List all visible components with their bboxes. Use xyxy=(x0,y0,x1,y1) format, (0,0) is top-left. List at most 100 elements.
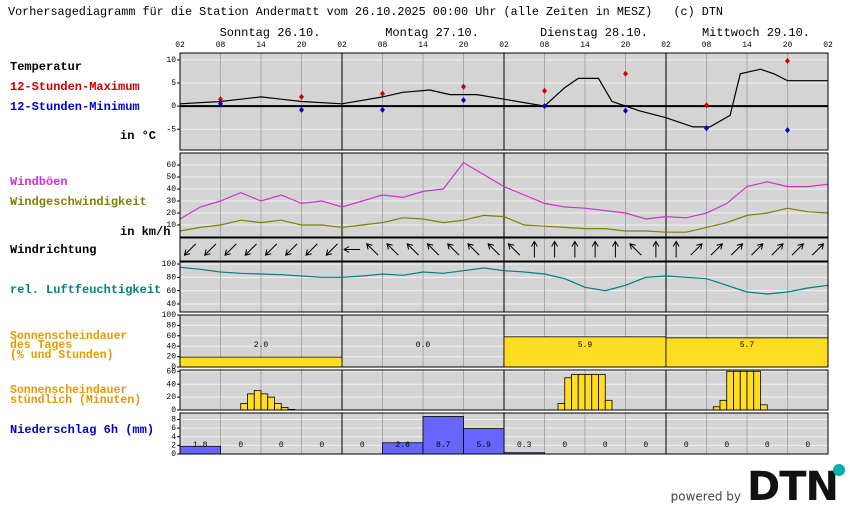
wind-arrow xyxy=(244,243,257,256)
bar xyxy=(760,404,768,411)
x-tick-label: 02 xyxy=(175,41,185,50)
bar xyxy=(557,403,566,411)
unit-label: in °C xyxy=(120,129,156,143)
value-label: 5.9 xyxy=(477,441,492,450)
wind-arrow xyxy=(343,246,361,253)
value-label: 0 xyxy=(562,441,567,450)
x-tick-label: 08 xyxy=(540,41,550,50)
x-tick-label: 08 xyxy=(702,41,712,50)
x-tick-label: 02 xyxy=(661,41,671,50)
marker xyxy=(380,90,385,97)
bar xyxy=(260,393,269,411)
marker xyxy=(299,106,304,113)
line xyxy=(179,207,829,233)
bar xyxy=(247,393,255,411)
y-tick-label: 0 xyxy=(171,406,176,415)
value-label: 0 xyxy=(724,441,729,450)
wind-arrow xyxy=(811,243,825,256)
marker xyxy=(704,125,709,132)
value-label: 0 xyxy=(805,441,810,450)
powered-by: powered by xyxy=(671,490,741,504)
wind-arrow xyxy=(406,243,419,256)
panel-border xyxy=(179,369,829,411)
y-tick-label: 50 xyxy=(166,173,176,182)
wind-arrow xyxy=(386,243,399,256)
wind-arrow xyxy=(710,243,723,256)
legend-entry: Windgeschwindigkeit xyxy=(10,195,147,209)
wind-arrow xyxy=(730,243,744,256)
y-tick-label: 0 xyxy=(171,363,176,372)
value-label: 0 xyxy=(765,441,770,450)
wind-arrow xyxy=(571,240,579,258)
value-label: 2.0 xyxy=(254,341,269,350)
layer xyxy=(179,57,828,134)
marker xyxy=(542,87,547,94)
panel-label: Niederschlag 6h (mm) xyxy=(10,423,154,437)
wind-arrow xyxy=(672,240,680,258)
bar xyxy=(179,356,343,368)
wind-arrow xyxy=(487,243,500,256)
y-tick-label: 0 xyxy=(171,450,176,459)
y-tick-label: 60 xyxy=(166,161,176,170)
wind-arrow xyxy=(611,240,619,258)
bar xyxy=(584,374,593,411)
wind-arrow xyxy=(530,240,538,258)
y-tick-label: 40 xyxy=(166,380,176,389)
y-tick-label: 20 xyxy=(166,353,176,362)
bar xyxy=(719,399,728,411)
y-tick-label: 2 xyxy=(171,441,176,450)
value-label: 0 xyxy=(319,441,324,450)
y-tick-label: 60 xyxy=(166,287,176,296)
value-label: 5.9 xyxy=(578,341,593,350)
wind-arrow xyxy=(325,243,338,256)
panel-border xyxy=(179,237,829,262)
layer xyxy=(240,370,768,411)
panel-border xyxy=(179,314,829,368)
marker xyxy=(218,100,223,107)
y-tick-label: 40 xyxy=(166,185,176,194)
y-tick-label: 80 xyxy=(166,322,176,331)
wind-arrow xyxy=(183,243,197,256)
bar xyxy=(598,374,606,411)
x-tick-label: 14 xyxy=(742,41,752,50)
bar xyxy=(463,428,505,455)
wind-arrow xyxy=(204,243,217,256)
layer xyxy=(183,240,825,258)
bar xyxy=(253,390,262,411)
unit-label: in km/h xyxy=(120,225,170,239)
wind-arrow xyxy=(264,243,278,256)
bar xyxy=(503,336,667,368)
wind-arrow xyxy=(426,243,440,256)
layer xyxy=(179,266,829,295)
y-tick-label: 40 xyxy=(166,342,176,351)
value-label: 0 xyxy=(360,441,365,450)
y-tick-label: 60 xyxy=(166,332,176,341)
wind-arrow xyxy=(305,243,318,256)
x-tick-label: 08 xyxy=(378,41,388,50)
title: Vorhersagediagramm für die Station Ander… xyxy=(8,5,723,19)
legend-entry: 12-Stunden-Maximum xyxy=(10,80,140,94)
wind-arrow xyxy=(791,243,804,256)
y-tick-label: -5 xyxy=(166,125,176,134)
line xyxy=(179,68,828,128)
y-tick-label: 10 xyxy=(166,221,176,230)
y-tick-label: 8 xyxy=(171,416,176,425)
wind-arrow xyxy=(652,240,660,258)
y-tick-label: 0 xyxy=(171,102,176,111)
legend-entry: rel. Luftfeuchtigkeit xyxy=(10,283,161,297)
wind-arrow xyxy=(224,243,237,256)
day-label: Sonntag 26.10. xyxy=(220,26,321,40)
x-tick-label: 20 xyxy=(459,41,469,50)
x-tick-label: 14 xyxy=(580,41,590,50)
marker xyxy=(785,127,790,134)
value-label: 8.7 xyxy=(436,441,451,450)
logo: DTN xyxy=(747,464,838,510)
panel-label: Windrichtung xyxy=(10,243,96,257)
bar xyxy=(733,370,741,411)
bar xyxy=(267,396,275,411)
y-tick-label: 20 xyxy=(166,393,176,402)
panel-border xyxy=(179,261,829,313)
value-label: 1.8 xyxy=(193,441,208,450)
value-label: 0 xyxy=(603,441,608,450)
